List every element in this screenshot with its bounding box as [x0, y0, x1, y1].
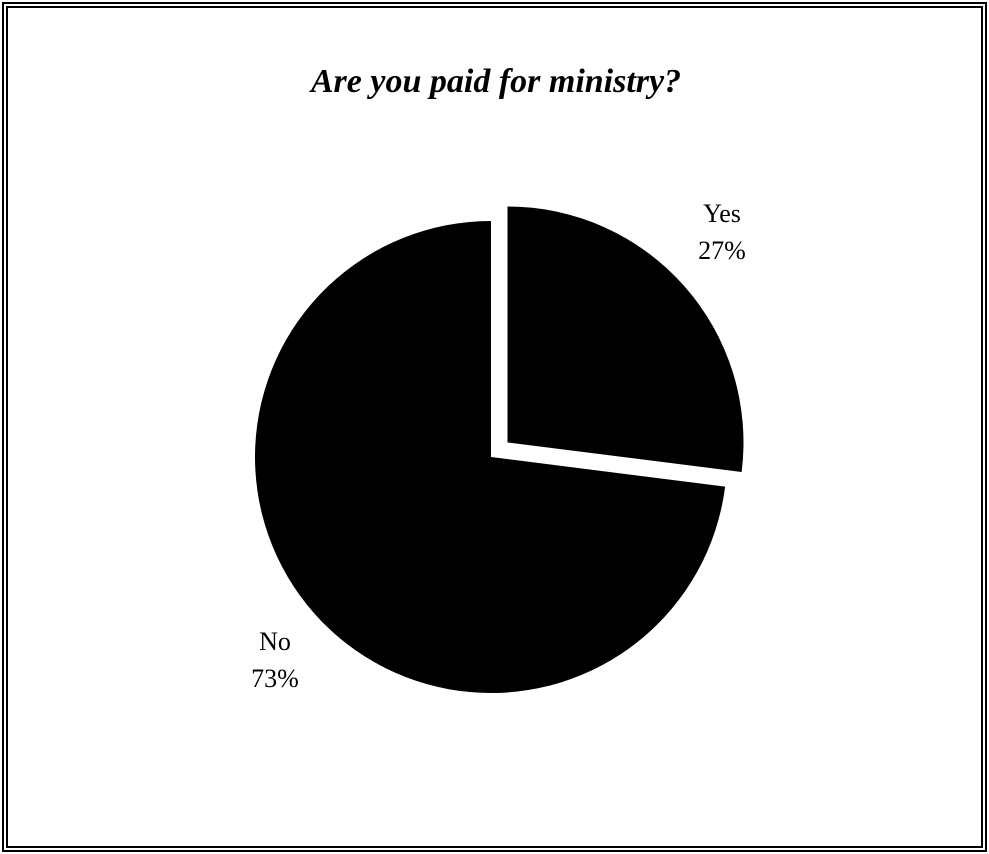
pie-slice-yes — [507, 206, 744, 473]
chart-title: Are you paid for ministry? — [309, 63, 681, 100]
slice-label-yes: Yes — [703, 199, 741, 228]
pie-slices — [255, 206, 744, 693]
pie-labels: Yes 27% No 73% — [251, 199, 746, 693]
slice-label-no: No — [259, 627, 291, 656]
slice-value-no: 73% — [251, 664, 299, 693]
pie-slice-no — [255, 221, 726, 693]
slice-value-yes: 27% — [698, 236, 746, 265]
